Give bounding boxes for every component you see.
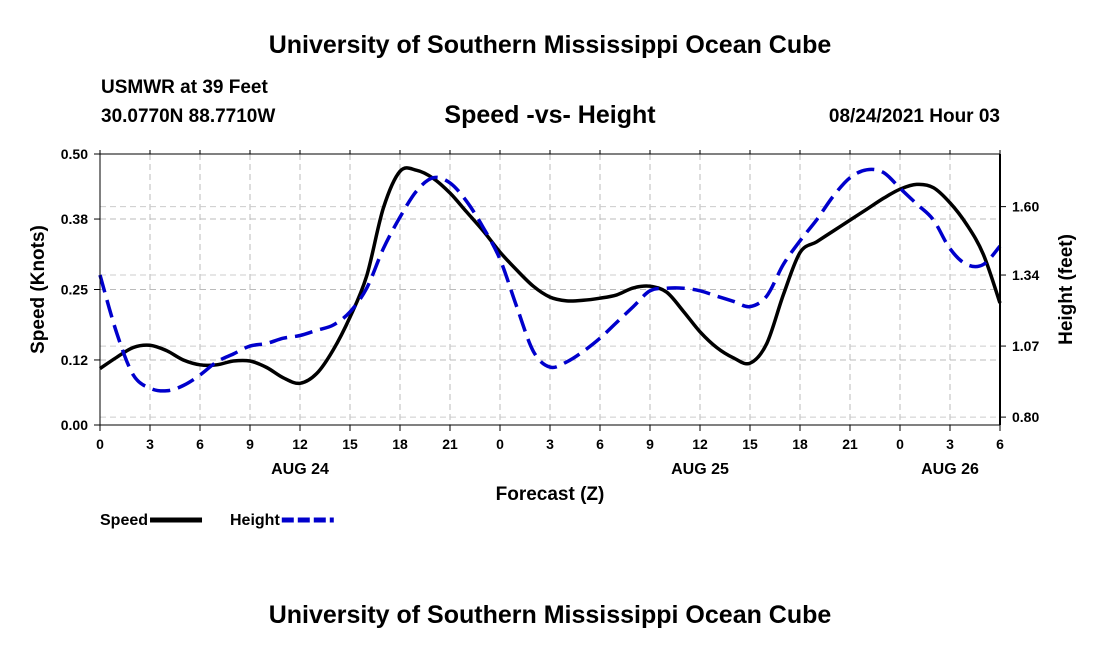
- date-label: AUG 26: [921, 461, 979, 478]
- station-coordinates: 30.0770N 88.7710W: [101, 106, 276, 127]
- y-left-tick-label: 0.00: [61, 417, 88, 433]
- y-right-tick-label: 1.60: [1012, 199, 1039, 215]
- y-left-tick-label: 0.38: [61, 211, 88, 227]
- y-left-tick-label: 0.12: [61, 352, 88, 368]
- x-tick-label: 0: [896, 436, 904, 452]
- series-line-height: [98, 167, 1002, 393]
- x-tick-label: 15: [742, 436, 758, 452]
- x-tick-label: 9: [246, 436, 254, 452]
- y-axis-right-label: Height (feet): [1056, 234, 1077, 345]
- x-tick-label: 12: [692, 436, 708, 452]
- legend-label-height: Height: [230, 512, 280, 529]
- y-right-tick-label: 0.80: [1012, 409, 1039, 425]
- y-axis-left-label: Speed (Knots): [28, 225, 49, 354]
- x-tick-label: 18: [792, 436, 808, 452]
- date-label: AUG 25: [671, 461, 729, 478]
- forecast-datetime: 08/24/2021 Hour 03: [828, 106, 1000, 127]
- page-title: University of Southern Mississippi Ocean…: [268, 31, 832, 59]
- x-tick-label: 0: [96, 436, 104, 452]
- x-tick-label: 15: [342, 436, 358, 452]
- x-tick-label: 6: [996, 436, 1004, 452]
- legend-label-speed: Speed: [100, 512, 148, 529]
- x-axis-label: Forecast (Z): [496, 484, 605, 505]
- x-tick-label: 3: [146, 436, 154, 452]
- x-tick-label: 21: [842, 436, 858, 452]
- x-tick-label: 3: [946, 436, 954, 452]
- series-group: [98, 166, 1002, 393]
- x-tick-label: 0: [496, 436, 504, 452]
- series-line-speed: [99, 166, 1002, 386]
- y-right-tick-label: 1.34: [1012, 267, 1039, 283]
- station-label: USMWR at 39 Feet: [101, 77, 268, 98]
- axes-group: 0 3 6 9 12 15 18 21 0 3 6 9 12 15 18 21 0 3 6 AUG 24 AUG 25 A…: [61, 146, 1040, 478]
- x-tick-label: 18: [392, 436, 408, 452]
- x-tick-label: 6: [196, 436, 204, 452]
- y-left-tick-label: 0.50: [61, 146, 88, 162]
- y-right-tick-label: 1.07: [1012, 338, 1039, 354]
- grid-lines: [100, 154, 1000, 425]
- x-tick-label: 6: [596, 436, 604, 452]
- chart-title: Speed -vs- Height: [444, 101, 656, 129]
- footer-title: University of Southern Mississippi Ocean…: [268, 601, 832, 629]
- y-left-tick-label: 0.25: [61, 282, 88, 298]
- x-tick-label: 3: [546, 436, 554, 452]
- x-tick-label: 12: [292, 436, 308, 452]
- x-tick-label: 21: [442, 436, 458, 452]
- date-label: AUG 24: [271, 461, 329, 478]
- legend: Speed Height: [100, 512, 334, 529]
- x-tick-label: 9: [646, 436, 654, 452]
